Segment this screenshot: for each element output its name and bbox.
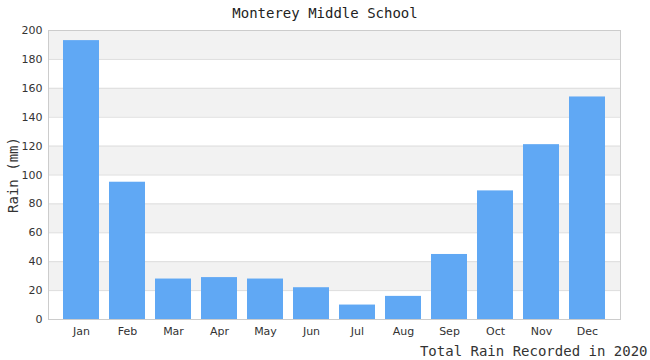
svg-text:20: 20: [29, 284, 43, 297]
svg-text:120: 120: [22, 140, 43, 153]
svg-text:Jun: Jun: [302, 325, 320, 338]
svg-text:160: 160: [22, 82, 43, 95]
svg-text:Nov: Nov: [531, 325, 553, 338]
svg-text:Total Rain Recorded in 2020: Total Rain Recorded in 2020: [420, 343, 648, 359]
svg-text:40: 40: [29, 255, 43, 268]
svg-text:Sep: Sep: [439, 325, 460, 338]
svg-text:60: 60: [29, 226, 43, 239]
svg-text:Feb: Feb: [118, 325, 137, 338]
svg-text:May: May: [254, 325, 277, 338]
svg-text:0: 0: [36, 313, 43, 326]
html-text:Monterey Middle School: Monterey Middle School: [232, 5, 418, 21]
svg-text:Dec: Dec: [577, 325, 598, 338]
svg-text:Rain (mm): Rain (mm): [5, 137, 21, 213]
svg-text:Jul: Jul: [350, 325, 364, 338]
svg-text:80: 80: [29, 197, 43, 210]
svg-text:180: 180: [22, 53, 43, 66]
svg-text:Aug: Aug: [393, 325, 414, 338]
svg-text:Mar: Mar: [163, 325, 184, 338]
svg-text:200: 200: [22, 24, 43, 37]
svg-text:100: 100: [22, 169, 43, 182]
svg-text:Oct: Oct: [486, 325, 506, 338]
svg-text:140: 140: [22, 111, 43, 124]
svg-text:Jan: Jan: [72, 325, 90, 338]
svg-text:Apr: Apr: [210, 325, 230, 338]
